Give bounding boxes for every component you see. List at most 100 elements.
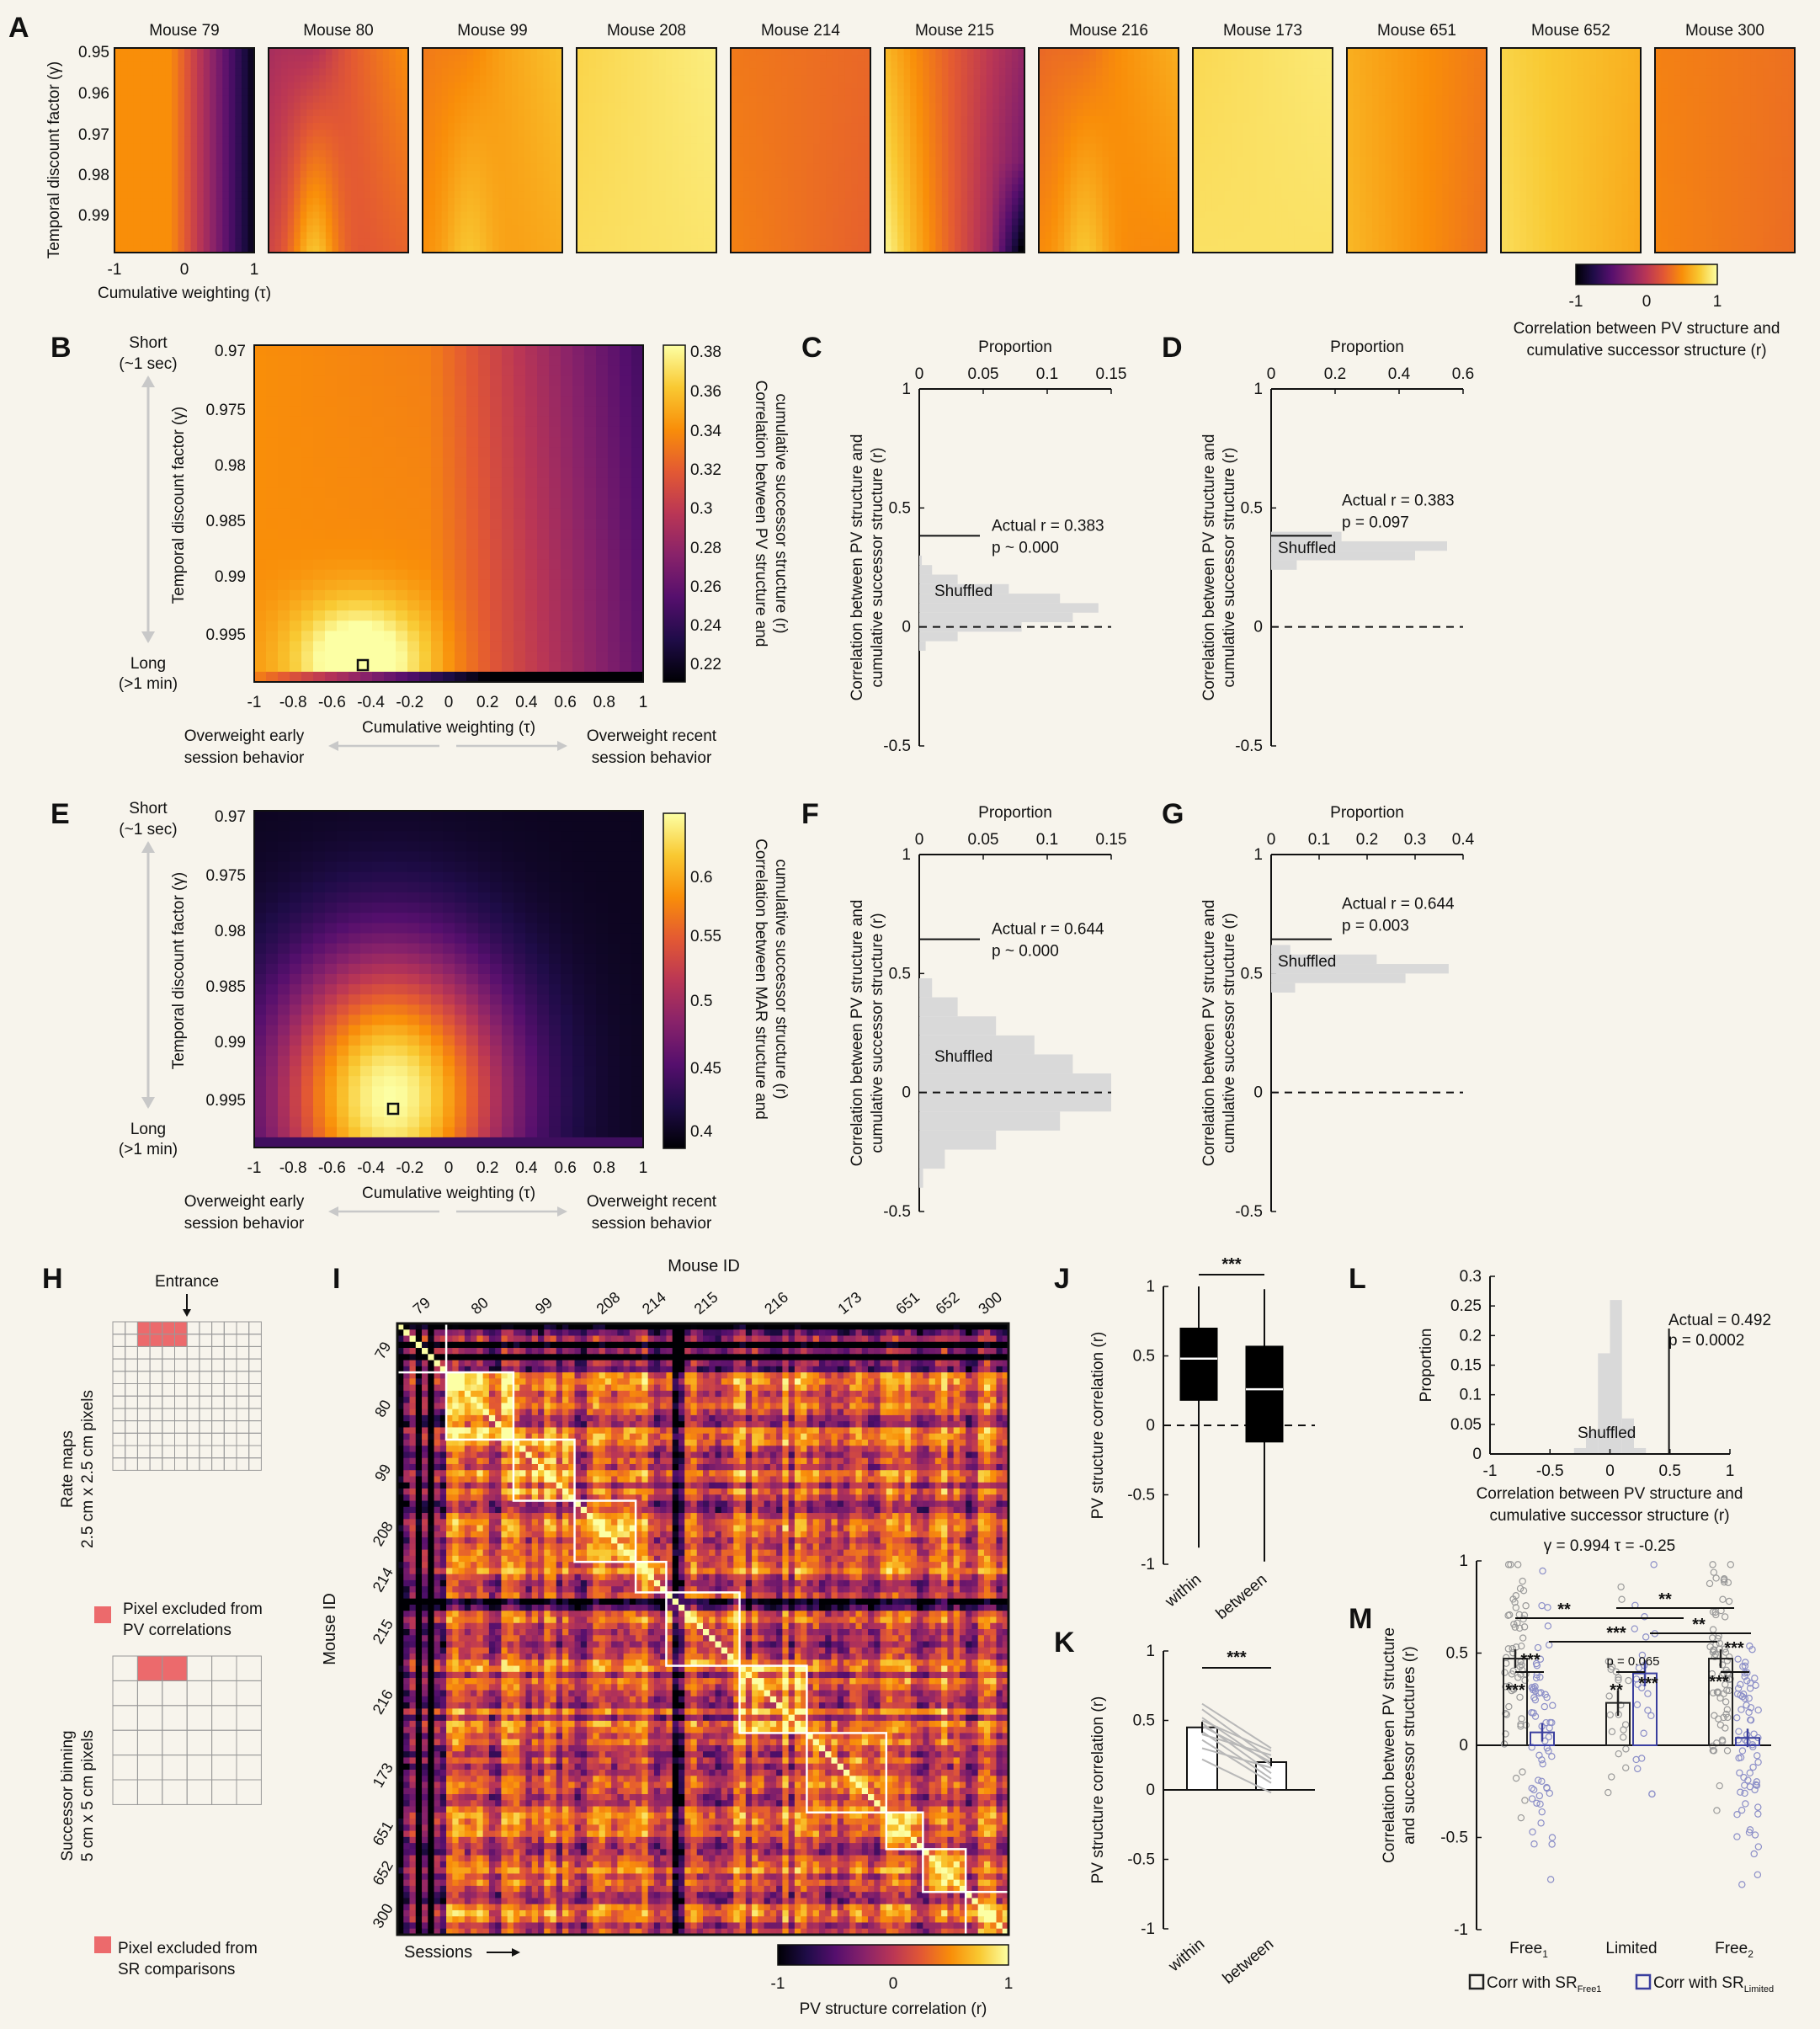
heatmap-cell [1109, 123, 1115, 130]
heatmap-cell [885, 55, 891, 62]
heatmap-cell [1096, 191, 1103, 199]
heatmap-cell [602, 164, 609, 172]
heatmap-cell [229, 61, 236, 69]
heatmap-cell [1147, 89, 1153, 97]
heatmap-cell [833, 116, 839, 124]
heatmap-cell [904, 109, 911, 117]
heatmap-cell [338, 75, 345, 83]
heatmap-cell [1141, 123, 1147, 130]
heatmap-cell [615, 48, 621, 56]
heatmap-cell [269, 211, 275, 219]
heatmap-cell [370, 211, 377, 219]
heatmap-cell [737, 143, 744, 151]
heatmap-cell [923, 123, 929, 130]
heatmap-cell [1077, 191, 1083, 199]
heatmap-cell [1159, 211, 1166, 219]
heatmap-cell [435, 198, 442, 205]
heatmap-cell [807, 83, 814, 90]
heatmap-cell [659, 89, 666, 97]
heatmap-cell [1159, 164, 1166, 172]
heatmap-cell [967, 83, 974, 90]
heatmap-cell [781, 48, 788, 56]
heatmap-cell [891, 75, 898, 83]
heatmap-cell [1083, 184, 1090, 192]
heatmap-cell [486, 184, 492, 192]
heatmap-cell [743, 68, 750, 76]
heatmap-cell [1077, 96, 1083, 104]
heatmap-cell [891, 157, 898, 165]
heatmap-cell [904, 198, 911, 205]
heatmap-cell [955, 205, 961, 212]
heatmap-cell [165, 191, 172, 199]
heatmap-cell [647, 151, 653, 158]
heatmap-cell [229, 116, 236, 124]
heatmap-cell [684, 130, 691, 137]
heatmap-cell [301, 123, 307, 130]
heatmap-cell [543, 116, 550, 124]
heatmap-cell [448, 198, 455, 205]
heatmap-cell [845, 143, 852, 151]
heatmap-cell [948, 68, 955, 76]
heatmap-cell [885, 226, 891, 233]
heatmap-cell [967, 171, 974, 178]
heatmap-cell [358, 61, 365, 69]
heatmap-cell [1089, 75, 1096, 83]
heatmap-cell [987, 205, 993, 212]
heatmap-cell [1128, 123, 1135, 130]
heatmap-cell [820, 89, 827, 97]
heatmap-cell [743, 109, 750, 117]
heatmap-cell [1128, 136, 1135, 144]
heatmap-cell [204, 198, 210, 205]
heatmap-cell [763, 205, 769, 212]
heatmap-cell [974, 75, 981, 83]
heatmap-cell [1012, 219, 1019, 226]
heatmap-cell [1071, 143, 1078, 151]
heatmap-cell [1218, 205, 1225, 212]
heatmap-cell [204, 205, 210, 212]
heatmap-cell [1231, 123, 1237, 130]
heatmap-cell [794, 96, 801, 104]
heatmap-cell [1121, 205, 1128, 212]
heatmap-cell [1225, 55, 1232, 62]
heatmap-cell [704, 55, 710, 62]
heatmap-cell [191, 68, 198, 76]
heatmap-cell [351, 143, 358, 151]
heatmap-cell [1128, 232, 1135, 240]
heatmap-cell [134, 68, 141, 76]
heatmap-cell [301, 109, 307, 117]
heatmap-cell [396, 61, 402, 69]
heatmap-cell [756, 164, 763, 172]
heatmap-cell [518, 184, 524, 192]
heatmap-cell [222, 151, 229, 158]
heatmap-cell [577, 232, 583, 240]
heatmap-cell [235, 239, 242, 247]
heatmap-cell [530, 205, 537, 212]
heatmap-cell [288, 232, 295, 240]
heatmap-cell [621, 191, 628, 199]
heatmap-cell [602, 123, 609, 130]
heatmap-cell [512, 123, 519, 130]
heatmap-cell [589, 143, 596, 151]
heatmap-cell [634, 178, 641, 185]
heatmap-cell [294, 123, 301, 130]
heatmap-cell [499, 219, 506, 226]
heatmap-cell [1128, 48, 1135, 56]
heatmap-cell [1237, 164, 1244, 172]
heatmap-cell [781, 198, 788, 205]
heatmap-cell [301, 205, 307, 212]
heatmap-cell [845, 130, 852, 137]
heatmap-cell [1083, 83, 1090, 90]
heatmap-cell [1147, 130, 1153, 137]
heatmap-cell [647, 55, 653, 62]
heatmap-cell [473, 68, 480, 76]
heatmap-cell [235, 130, 242, 137]
heatmap-cell [1071, 136, 1078, 144]
heatmap-cell [486, 109, 492, 117]
heatmap-cell [1141, 68, 1147, 76]
heatmap-cell [269, 116, 275, 124]
heatmap-cell [801, 178, 807, 185]
heatmap-cell [537, 75, 544, 83]
heatmap-cell [769, 151, 775, 158]
heatmap-cell [216, 239, 223, 247]
heatmap-cell [589, 232, 596, 240]
